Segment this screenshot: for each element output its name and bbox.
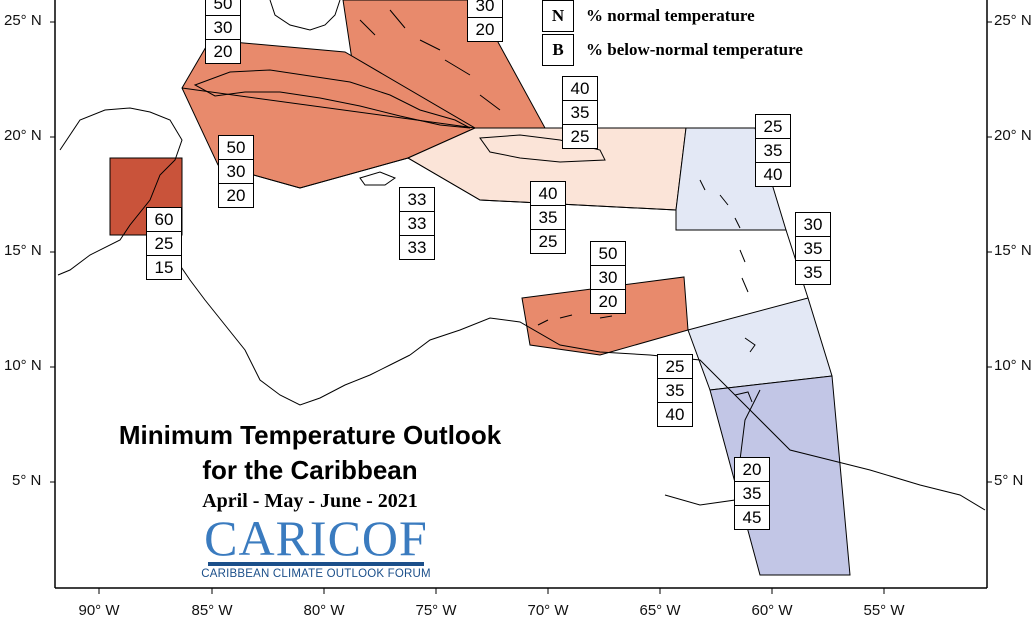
region-abc xyxy=(521,276,689,356)
prob-box-cuba: 50 30 20 xyxy=(218,135,254,208)
prob-box-guianas: 20 35 45 xyxy=(734,457,770,530)
region-guianas xyxy=(709,375,851,576)
lon-label-85: 85° W xyxy=(191,602,233,619)
lat-label-10-right: 10° N xyxy=(994,357,1032,374)
prob-box-hispaniola: 40 35 25 xyxy=(530,181,566,254)
prob-box-jamaica: 33 33 33 xyxy=(399,187,435,260)
caricof-logo: CARICOF CARIBBEAN CLIMATE OUTLOOK FORUM xyxy=(200,510,432,580)
prob-value: 15 xyxy=(146,255,182,280)
prob-value: 40 xyxy=(755,162,791,187)
prob-value: 40 xyxy=(530,181,566,206)
lat-label-20-right: 20° N xyxy=(994,127,1032,144)
lat-label-10-left: 10° N xyxy=(4,357,42,374)
prob-value: 30 xyxy=(467,0,503,18)
prob-value: 35 xyxy=(657,378,693,403)
lat-label-15-left: 15° N xyxy=(4,242,42,259)
legend-key-below: B xyxy=(542,34,574,66)
lat-label-25-left: 25° N xyxy=(4,12,42,29)
lat-label-5-right: 5° N xyxy=(994,472,1024,489)
coast-lesser-antilles xyxy=(699,179,756,403)
caricof-logo-wordmark: CARICOF xyxy=(204,510,428,566)
lon-label-60: 60° W xyxy=(751,602,793,619)
prob-value: 50 xyxy=(590,241,626,266)
prob-value: 25 xyxy=(530,229,566,254)
prob-value: 25 xyxy=(562,124,598,149)
coast-central-america xyxy=(57,107,411,406)
prob-value: 50 xyxy=(218,135,254,160)
coast-hispaniola xyxy=(479,134,606,163)
prob-value: 33 xyxy=(399,187,435,212)
lon-label-80: 80° W xyxy=(303,602,345,619)
prob-value: 30 xyxy=(218,159,254,184)
prob-box-leeward: 25 35 40 xyxy=(755,114,791,187)
prob-value: 20 xyxy=(590,289,626,314)
prob-value: 20 xyxy=(205,39,241,64)
lon-label-70: 70° W xyxy=(527,602,569,619)
prob-value: 40 xyxy=(562,76,598,101)
region-trinidad xyxy=(687,297,833,391)
prob-value: 25 xyxy=(755,114,791,139)
prob-value: 20 xyxy=(218,183,254,208)
lat-label-25-right: 25° N xyxy=(994,12,1032,29)
prob-value: 50 xyxy=(205,0,241,16)
prob-value: 35 xyxy=(530,205,566,230)
prob-value: 35 xyxy=(734,481,770,506)
lon-label-75: 75° W xyxy=(415,602,457,619)
map-title-line2: for the Caribbean xyxy=(202,455,418,485)
prob-value: 30 xyxy=(795,212,831,237)
lat-label-20-left: 20° N xyxy=(4,127,42,144)
legend: N % normal temperature B % below-normal … xyxy=(542,0,803,67)
region-outline-windward xyxy=(676,229,809,299)
prob-value: 20 xyxy=(734,457,770,482)
prob-value: 35 xyxy=(795,260,831,285)
prob-value: 33 xyxy=(399,235,435,260)
lon-label-55: 55° W xyxy=(863,602,905,619)
legend-key-normal: N xyxy=(542,0,574,32)
caricof-logo-subtitle: CARIBBEAN CLIMATE OUTLOOK FORUM xyxy=(201,568,431,580)
prob-value: 35 xyxy=(562,100,598,125)
prob-box-belize: 60 25 15 xyxy=(146,207,182,280)
prob-box-abc: 50 30 20 xyxy=(590,241,626,314)
coast-bahamas xyxy=(359,9,501,111)
prob-value: 30 xyxy=(205,15,241,40)
prob-value: 60 xyxy=(146,207,182,232)
lon-label-65: 65° W xyxy=(639,602,681,619)
lon-label-90: 90° W xyxy=(78,602,120,619)
lat-label-15-right: 15° N xyxy=(994,242,1032,259)
legend-label-below: % below-normal temperature xyxy=(586,40,803,59)
prob-value: 35 xyxy=(755,138,791,163)
prob-value: 35 xyxy=(795,236,831,261)
prob-box-puerto-rico: 40 35 25 xyxy=(562,76,598,149)
prob-value: 40 xyxy=(657,402,693,427)
caricof-logo-bar xyxy=(208,562,424,566)
prob-value: 30 xyxy=(590,265,626,290)
prob-box-trinidad: 25 35 40 xyxy=(657,354,693,427)
prob-value: 33 xyxy=(399,211,435,236)
map-period: April - May - June - 2021 xyxy=(202,490,418,512)
prob-value: 25 xyxy=(657,354,693,379)
prob-box-bahamas-east: 30 20 xyxy=(467,0,503,42)
prob-box-windward: 30 35 35 xyxy=(795,212,831,285)
region-divider-cuba xyxy=(181,87,476,129)
prob-value: 45 xyxy=(734,505,770,530)
prob-box-bahamas-west: 50 30 20 xyxy=(205,0,241,64)
prob-value: 20 xyxy=(467,17,503,42)
prob-value: 25 xyxy=(146,231,182,256)
map-title: Minimum Temperature Outlook xyxy=(118,420,502,450)
lat-label-5-left: 5° N xyxy=(12,472,42,489)
legend-label-normal: % normal temperature xyxy=(586,6,755,25)
coast-jamaica xyxy=(359,171,397,186)
coast-abc-islands xyxy=(537,314,613,326)
coast-cuba xyxy=(193,69,471,129)
coast-florida xyxy=(269,0,341,31)
